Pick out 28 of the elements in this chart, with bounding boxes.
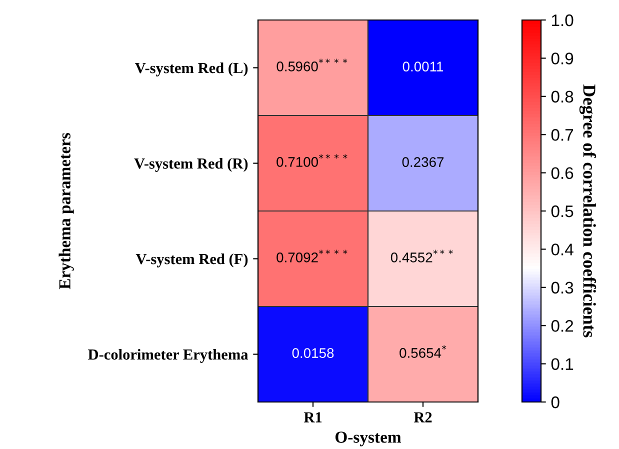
- color-bar-label: 0.1: [551, 358, 574, 370]
- data-label: 0.7092$^{****}$: [276, 250, 348, 262]
- color-bar-label: 0.2: [551, 320, 574, 332]
- color-bar-label: 0.7: [551, 129, 574, 141]
- color-bar-label: 0: [551, 396, 560, 408]
- y-tick-label: V-system Red (L): [135, 62, 248, 76]
- y-axis-title: Erythema parameters: [58, 132, 74, 290]
- color-bar-label: 0.4: [551, 244, 574, 256]
- x-tick-label: R2: [414, 412, 432, 422]
- color-bar-label: 0.6: [551, 167, 574, 180]
- data-label: 0.7100$^{****}$: [276, 154, 348, 167]
- data-label: 0.0158: [292, 348, 334, 358]
- y-tick-label: V-system Red (R): [134, 158, 248, 172]
- color-bar-label: 0.9: [551, 52, 574, 64]
- color-bar-title: Degree of correlation coefficients: [579, 84, 596, 338]
- color-bar-label: 0.5: [551, 205, 574, 218]
- y-tick-label: D-colorimeter Erythema: [88, 348, 248, 363]
- x-tick-label: R1: [304, 412, 322, 422]
- data-label: 0.4552$^{***}$: [390, 250, 453, 262]
- y-tick-label: V-system Red (F): [136, 253, 248, 268]
- data-label: 0.0011: [402, 62, 444, 72]
- color-bar-label: 0.8: [551, 90, 574, 103]
- x-axis-title: O-system: [335, 432, 402, 446]
- color-bar-label: 0.3: [551, 282, 574, 294]
- data-label: 0.5960$^{****}$: [276, 58, 348, 72]
- data-label: 0.2367: [402, 157, 444, 167]
- color-bar-label: 1.0: [552, 14, 574, 26]
- data-label: 0.5654$^{*}$: [400, 345, 446, 358]
